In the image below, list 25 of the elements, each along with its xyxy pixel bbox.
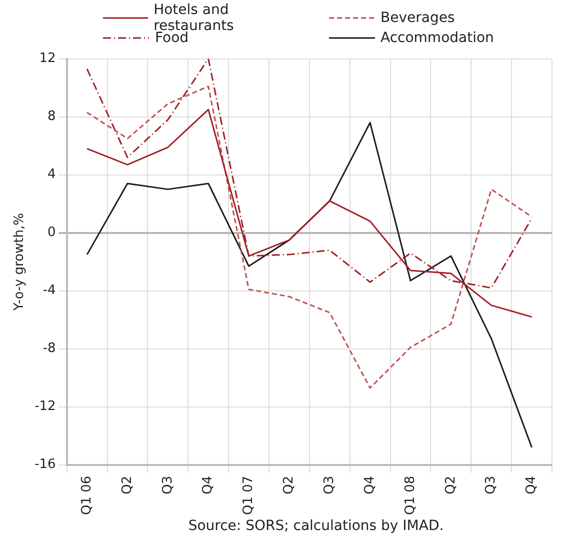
x-tick-label: Q2 (282, 476, 297, 494)
y-tick-label: -4 (42, 283, 56, 298)
x-tick-label: Q1 07 (241, 476, 256, 516)
x-tick-label: Q4 (524, 476, 540, 494)
y-tick-label: -16 (34, 457, 56, 472)
y-tick-label: -8 (42, 341, 56, 356)
x-tick-label: Q1 06 (79, 476, 94, 516)
x-tick-label: Q3 (160, 476, 176, 494)
x-tick-label: Q1 08 (402, 476, 418, 516)
x-tick-label: Q4 (200, 476, 216, 494)
y-axis-title: Y-o-y growth,% (12, 213, 28, 312)
x-tick-label: Q2 (120, 476, 135, 494)
y-tick-label: 12 (39, 51, 56, 66)
y-tick-label: 0 (48, 225, 56, 240)
y-tick-label: 8 (48, 109, 56, 124)
x-tick-label: Q2 (443, 476, 458, 494)
source-note: Source: SORS; calculations by IMAD. (187, 518, 445, 534)
y-tick-label: 4 (48, 167, 56, 182)
legend-label: Accommodation (380, 30, 494, 46)
x-tick-label: Q3 (484, 476, 499, 494)
y-tick-label: -12 (34, 399, 56, 414)
x-tick-label: Q3 (322, 476, 338, 494)
legend-label: Beverages (380, 10, 455, 26)
line-series (86, 86, 533, 389)
x-tick-label: Q4 (362, 476, 378, 494)
